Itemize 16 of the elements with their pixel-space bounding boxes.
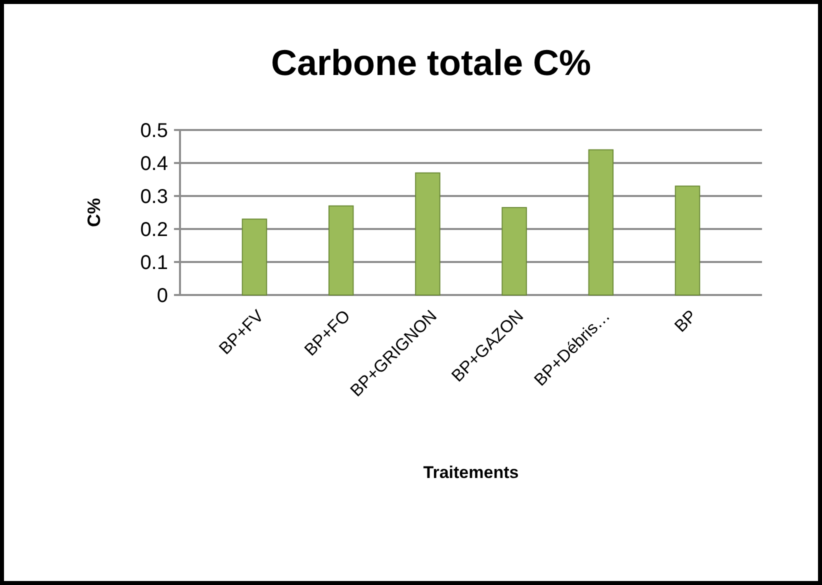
bar	[588, 149, 614, 296]
x-axis-title: Traitements	[423, 463, 519, 482]
y-tick-label: 0.1	[140, 252, 168, 274]
bar	[502, 207, 527, 296]
bar	[415, 172, 440, 296]
y-tick-label: 0.3	[140, 186, 168, 208]
bar	[674, 186, 700, 296]
y-tick-label: 0.5	[140, 120, 168, 142]
y-tick-label: 0.4	[140, 153, 168, 175]
y-tick-label: 0.2	[140, 219, 168, 241]
bar	[328, 205, 354, 296]
y-tick-label: 0	[156, 285, 168, 307]
x-tick-label: BP	[670, 306, 700, 336]
y-axis-title: C%	[84, 198, 104, 228]
chart-title: Carbone totale C%	[270, 42, 592, 83]
bar	[242, 218, 268, 296]
